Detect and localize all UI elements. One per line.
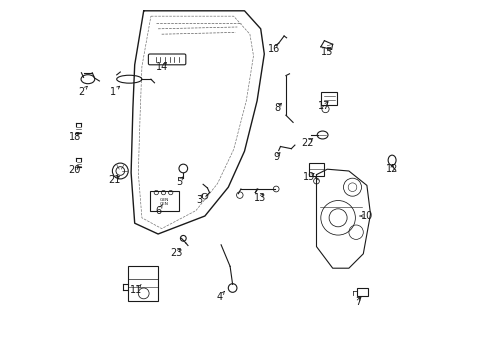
- Text: 13: 13: [253, 193, 265, 203]
- Text: 19: 19: [303, 172, 315, 182]
- Text: 16: 16: [267, 44, 280, 54]
- Text: CEN: CEN: [160, 202, 168, 207]
- Text: 10: 10: [360, 211, 372, 221]
- Text: 15: 15: [321, 47, 333, 57]
- Text: 4: 4: [217, 292, 223, 302]
- Text: 20: 20: [68, 165, 81, 175]
- Text: 3: 3: [196, 195, 202, 205]
- Text: 12: 12: [385, 164, 397, 174]
- Text: 1: 1: [110, 87, 116, 97]
- Text: 18: 18: [68, 132, 81, 142]
- Text: 7: 7: [354, 297, 360, 307]
- Text: 21: 21: [108, 175, 121, 185]
- Text: 5: 5: [176, 177, 182, 187]
- Text: 14: 14: [156, 62, 168, 72]
- Bar: [149, 191, 178, 211]
- Bar: [356, 288, 367, 296]
- Text: 9: 9: [273, 152, 280, 162]
- Text: 2: 2: [79, 87, 85, 97]
- Bar: [321, 92, 337, 105]
- Text: 6: 6: [156, 206, 162, 216]
- Text: 22: 22: [301, 138, 313, 148]
- Text: 8: 8: [274, 103, 280, 113]
- Text: 11: 11: [130, 285, 142, 295]
- Bar: [308, 163, 323, 176]
- Text: 17: 17: [318, 101, 330, 111]
- Text: GEN: GEN: [159, 198, 168, 202]
- Bar: [128, 266, 158, 301]
- Text: 23: 23: [170, 248, 183, 258]
